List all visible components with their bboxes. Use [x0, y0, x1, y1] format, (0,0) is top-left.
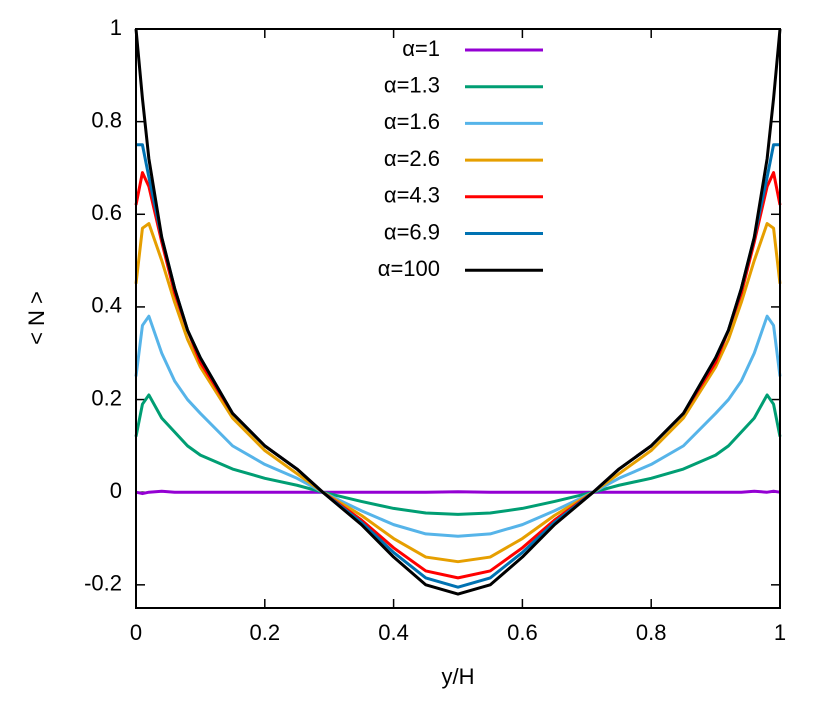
- legend-label: α=6.9: [384, 219, 440, 244]
- series-line: [134, 314, 782, 538]
- series-line: [134, 222, 782, 564]
- y-tick-label: 1: [110, 15, 122, 40]
- legend-label: α=100: [378, 256, 440, 281]
- series-line: [134, 28, 782, 596]
- series-line: [135, 489, 781, 496]
- x-tick-label: 0: [130, 620, 142, 645]
- y-tick-label: -0.2: [84, 571, 122, 596]
- plot-frame: [135, 28, 781, 609]
- y-tick-label: 0.6: [91, 200, 122, 225]
- x-tick-label: 0.8: [636, 620, 667, 645]
- series-line: [134, 171, 782, 580]
- x-tick-label: 1: [774, 620, 786, 645]
- y-tick-label: 0.8: [91, 107, 122, 132]
- series-line: [136, 143, 780, 589]
- y-tick-label: 0.4: [91, 293, 122, 318]
- legend-label: α=1.3: [384, 73, 440, 98]
- x-axis-label: y/H: [442, 664, 475, 689]
- x-tick-label: 0.2: [250, 620, 281, 645]
- x-tick-label: 0.6: [507, 620, 538, 645]
- y-axis-label: < N >: [24, 291, 49, 345]
- x-tick-label: 0.4: [378, 620, 409, 645]
- legend-label: α=1: [402, 36, 440, 61]
- legend-label: α=1.6: [384, 109, 440, 134]
- legend-label: α=2.6: [384, 146, 440, 171]
- legend-label: α=4.3: [384, 183, 440, 208]
- y-tick-label: 0.2: [91, 385, 122, 410]
- y-tick-label: 0: [110, 478, 122, 503]
- series-line: [134, 393, 782, 516]
